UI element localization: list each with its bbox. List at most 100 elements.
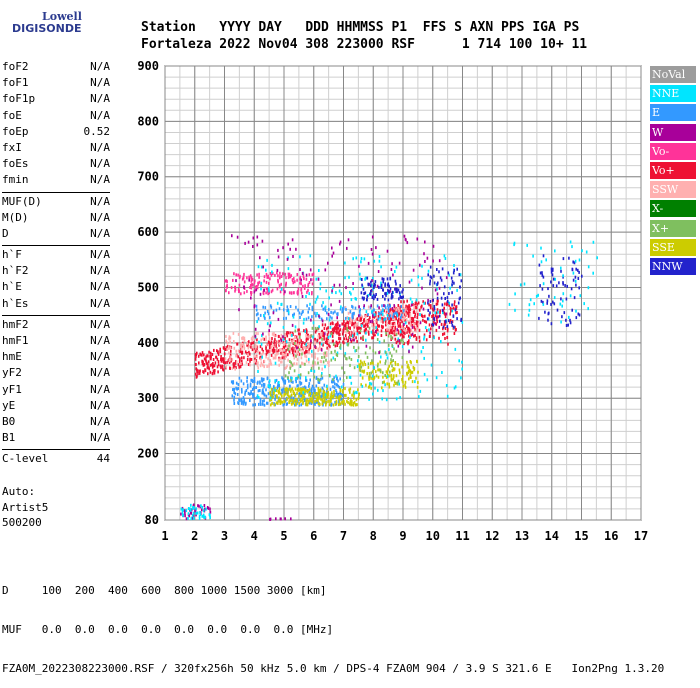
echo-point bbox=[349, 331, 352, 335]
echo-point bbox=[265, 335, 267, 339]
echo-point bbox=[377, 314, 380, 318]
echo-point bbox=[444, 315, 447, 319]
echo-point bbox=[385, 329, 388, 333]
echo-point bbox=[257, 350, 259, 353]
echo-point bbox=[542, 300, 544, 304]
echo-point bbox=[449, 319, 452, 322]
echo-point bbox=[305, 403, 307, 407]
echo-point bbox=[390, 358, 392, 362]
echo-point bbox=[335, 374, 337, 378]
echo-point bbox=[324, 308, 327, 312]
echo-point bbox=[325, 289, 327, 293]
echo-point bbox=[404, 321, 407, 325]
echo-point bbox=[267, 340, 270, 344]
echo-point bbox=[321, 376, 324, 380]
echo-point bbox=[231, 394, 234, 398]
echo-point bbox=[526, 243, 528, 247]
echo-point bbox=[239, 274, 241, 278]
echo-point bbox=[327, 261, 329, 265]
echo-point bbox=[380, 329, 383, 333]
echo-point bbox=[332, 380, 334, 384]
echo-point bbox=[201, 508, 203, 512]
echo-point bbox=[373, 366, 375, 370]
echo-point bbox=[338, 289, 341, 293]
echo-point bbox=[268, 291, 270, 295]
echo-point bbox=[201, 362, 204, 366]
echo-point bbox=[378, 312, 380, 316]
echo-point bbox=[377, 388, 379, 392]
echo-point bbox=[398, 339, 401, 343]
param-name: h`F bbox=[2, 248, 22, 262]
echo-point bbox=[263, 403, 266, 407]
echo-point bbox=[307, 333, 309, 337]
echo-point bbox=[257, 265, 260, 269]
echo-point bbox=[387, 288, 389, 292]
echo-point bbox=[332, 385, 334, 389]
echo-point bbox=[265, 347, 267, 351]
echo-point bbox=[198, 371, 201, 375]
echo-point bbox=[384, 383, 386, 387]
echo-point bbox=[420, 305, 422, 309]
echo-point bbox=[361, 376, 364, 380]
echo-point bbox=[245, 401, 247, 405]
echo-point bbox=[297, 384, 299, 388]
echo-point bbox=[435, 302, 438, 306]
echo-point bbox=[282, 335, 284, 339]
echo-point bbox=[297, 332, 300, 336]
echo-point bbox=[429, 311, 431, 315]
echo-point bbox=[395, 287, 397, 291]
echo-point bbox=[233, 272, 235, 276]
y-tick-label: 200 bbox=[137, 447, 159, 461]
echo-point bbox=[380, 355, 382, 359]
echo-point bbox=[339, 242, 341, 246]
echo-point bbox=[364, 291, 367, 295]
echo-point bbox=[302, 341, 304, 345]
echo-point bbox=[298, 394, 300, 398]
echo-point bbox=[224, 357, 227, 361]
echo-point bbox=[454, 385, 457, 389]
param-name: h`E bbox=[2, 280, 22, 294]
echo-point bbox=[265, 280, 268, 284]
echo-point bbox=[346, 316, 349, 320]
echo-point bbox=[302, 393, 304, 397]
echo-point bbox=[417, 275, 419, 279]
echo-point bbox=[312, 360, 315, 364]
echo-point bbox=[280, 333, 283, 337]
echo-point bbox=[320, 342, 323, 346]
echo-point bbox=[299, 398, 302, 401]
echo-point bbox=[403, 323, 405, 326]
echo-point bbox=[232, 381, 234, 385]
echo-point bbox=[400, 312, 402, 315]
echo-point bbox=[299, 399, 302, 403]
echo-point bbox=[541, 273, 544, 277]
echo-point bbox=[356, 322, 359, 326]
echo-point bbox=[271, 263, 273, 267]
echo-point bbox=[395, 265, 398, 269]
echo-point bbox=[352, 338, 354, 342]
echo-point bbox=[283, 317, 285, 321]
echo-point bbox=[260, 265, 263, 269]
echo-point bbox=[235, 386, 237, 390]
echo-point bbox=[297, 387, 300, 391]
echo-point bbox=[540, 246, 542, 250]
echo-point bbox=[242, 402, 245, 406]
echo-point bbox=[314, 361, 316, 365]
echo-point bbox=[359, 331, 361, 335]
echo-point bbox=[401, 345, 404, 349]
echo-point bbox=[255, 331, 257, 335]
echo-point bbox=[392, 315, 394, 319]
echo-point bbox=[300, 394, 302, 398]
echo-point bbox=[382, 375, 384, 379]
echo-point bbox=[376, 364, 379, 368]
echo-point bbox=[271, 332, 274, 336]
echo-point bbox=[396, 330, 399, 333]
echo-point bbox=[342, 306, 345, 310]
echo-point bbox=[196, 370, 199, 374]
echo-point bbox=[327, 399, 329, 403]
echo-point bbox=[324, 332, 326, 336]
echo-point bbox=[335, 291, 337, 295]
echo-point bbox=[304, 385, 306, 389]
echo-point bbox=[366, 295, 369, 298]
echo-point bbox=[259, 397, 262, 401]
echo-point bbox=[370, 330, 373, 334]
